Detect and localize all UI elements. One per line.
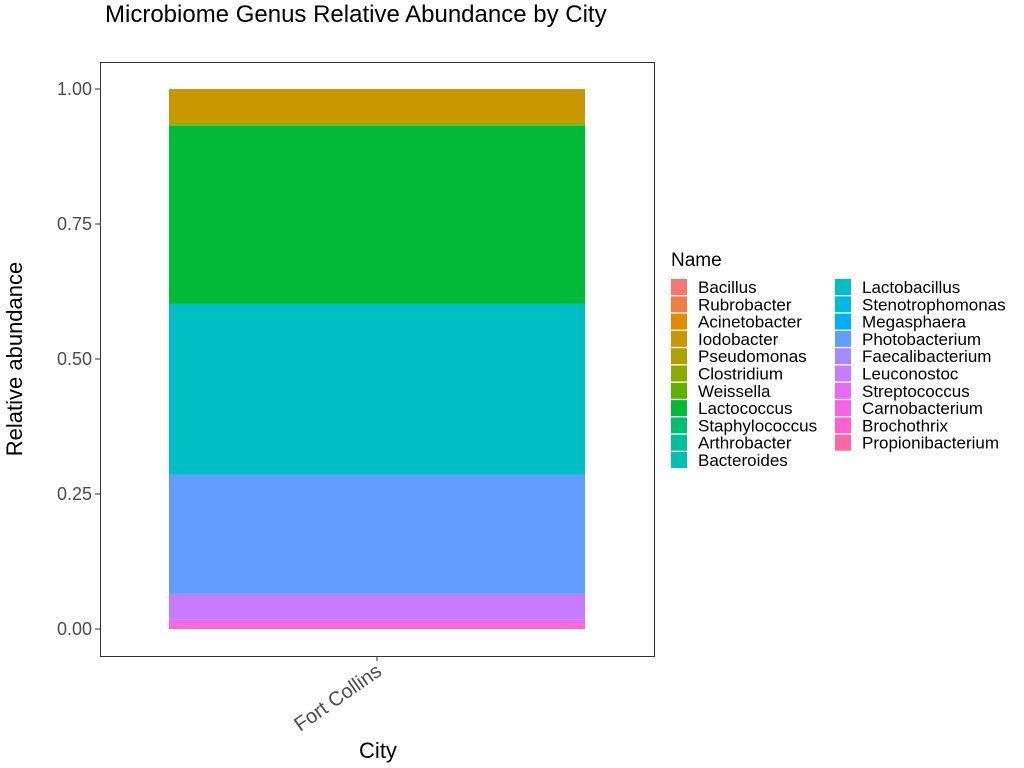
bar-segment: [169, 619, 585, 624]
y-tick-label: 0.50: [57, 349, 92, 369]
chart-title: Microbiome Genus Relative Abundance by C…: [105, 1, 607, 28]
legend-key: [671, 417, 687, 434]
legend-label: Megasphaera: [862, 313, 967, 332]
bar-segment: [169, 623, 585, 626]
legend-key: [671, 452, 687, 468]
y-tick-label: 1.00: [57, 79, 92, 99]
legend-key: [671, 296, 687, 313]
legend-label: Staphylococcus: [698, 416, 817, 435]
x-tick-label: Fort Collins: [290, 660, 385, 736]
legend-key: [835, 365, 851, 382]
legend-label: Rubrobacter: [698, 295, 792, 314]
legend-key: [835, 296, 851, 313]
y-axis: 0.00 0.25 0.50 0.75 1.00: [57, 79, 100, 639]
legend-label: Arthrobacter: [698, 434, 792, 453]
bar-segment: [169, 474, 585, 594]
bar-segment: [169, 121, 585, 124]
legend-key: [835, 279, 851, 295]
legend-label: Lactococcus: [698, 399, 793, 418]
bar-segment: [169, 594, 585, 620]
legend-key: [671, 279, 687, 295]
bar-segment: [169, 625, 585, 628]
bar-segment: [169, 593, 585, 595]
legend-label: Stenotrophomonas: [862, 295, 1006, 314]
legend-key: [835, 417, 851, 434]
y-tick-label: 0.25: [57, 484, 92, 504]
legend-key: [835, 313, 851, 330]
bar-segment: [169, 627, 585, 629]
legend-key: [671, 382, 687, 399]
legend-label: Pseudomonas: [698, 347, 807, 366]
legend-label: Weissella: [698, 382, 771, 401]
legend-label: Clostridium: [698, 365, 783, 384]
x-axis: Fort Collins: [290, 656, 386, 736]
legend-key: [671, 348, 687, 365]
legend-key: [671, 365, 687, 382]
legend-key: [671, 313, 687, 330]
legend-label: Streptococcus: [862, 382, 970, 401]
y-tick-label: 0.00: [57, 619, 92, 639]
legend-label: Acinetobacter: [698, 313, 802, 332]
legend-label: Iodobacter: [698, 330, 779, 349]
legend-key: [835, 434, 851, 451]
bar-segment: [169, 303, 585, 475]
legend-label: Faecalibacterium: [862, 347, 991, 366]
x-axis-title: City: [359, 738, 397, 763]
bar-stack: [169, 89, 585, 629]
bar-segment: [169, 125, 585, 304]
y-axis-title: Relative abundance: [2, 262, 27, 456]
legend-title: Name: [671, 250, 722, 271]
legend-label: Photobacterium: [862, 330, 981, 349]
legend-label: Bacillus: [698, 278, 757, 297]
legend-key: [835, 382, 851, 399]
legend-key: [835, 330, 851, 347]
bar-segment: [169, 124, 585, 126]
legend-key: [671, 400, 687, 417]
bar-segment: [169, 89, 585, 122]
y-tick-label: 0.75: [57, 214, 92, 234]
legend-key: [835, 400, 851, 417]
legend-label: Propionibacterium: [862, 434, 999, 453]
legend-label: Leuconostoc: [862, 365, 959, 384]
legend-key: [671, 330, 687, 347]
legend-label: Carnobacterium: [862, 399, 983, 418]
legend-key: [835, 348, 851, 365]
legend-key: [671, 434, 687, 451]
bar-segment: [169, 123, 585, 125]
legend-label: Brochothrix: [862, 416, 948, 435]
legend-label: Lactobacillus: [862, 278, 960, 297]
legend: Name BacillusRubrobacterAcinetobacterIod…: [671, 250, 1006, 470]
legend-label: Bacteroides: [698, 451, 788, 470]
